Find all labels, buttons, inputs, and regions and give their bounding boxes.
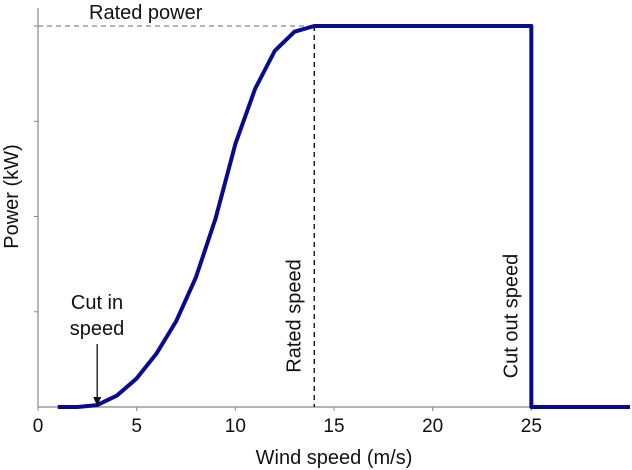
cut-in-annotation-line2: speed — [70, 318, 125, 340]
cut-in-arrow — [93, 344, 102, 406]
reference-lines — [38, 25, 315, 407]
y-ticks — [34, 25, 38, 313]
x-axis-label: Wind speed (m/s) — [256, 447, 413, 469]
rated-power-annotation: Rated power — [89, 2, 203, 24]
x-tick-label: 25 — [521, 416, 542, 437]
y-axis-label: Power (kW) — [1, 144, 23, 248]
x-ticks: 0 5 10 15 20 25 — [33, 407, 542, 437]
x-tick-label: 10 — [225, 416, 246, 437]
x-tick-label: 0 — [33, 416, 44, 437]
x-tick-label: 20 — [422, 416, 443, 437]
x-tick-label: 15 — [323, 416, 344, 437]
cut-out-speed-annotation: Cut out speed — [500, 254, 522, 379]
axes — [37, 8, 630, 408]
cut-in-arrow-head — [93, 397, 102, 406]
power-curve-series — [57, 24, 630, 409]
cut-in-annotation-line1: Cut in — [71, 292, 123, 314]
rated-speed-annotation: Rated speed — [283, 259, 305, 372]
x-tick-label: 5 — [131, 416, 142, 437]
